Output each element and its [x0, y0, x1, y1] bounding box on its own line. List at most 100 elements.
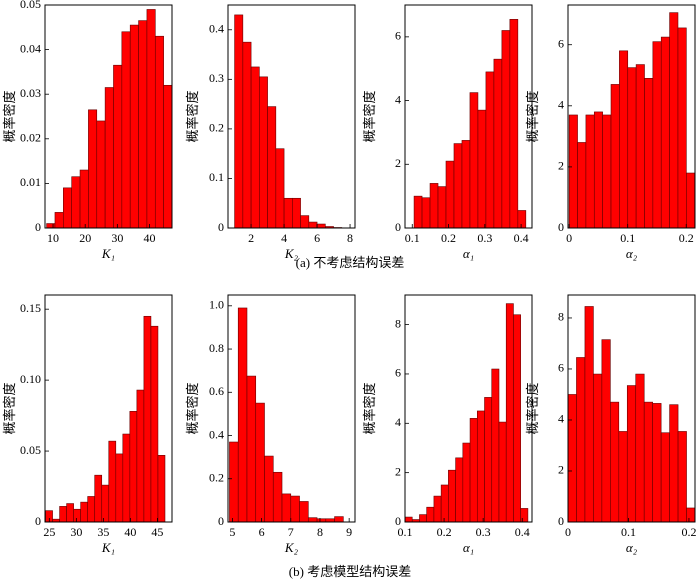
- y-axis-label: 概率密度: [525, 90, 540, 142]
- bar: [88, 109, 98, 229]
- bar: [505, 303, 514, 523]
- y-tick-label: 0.03: [20, 86, 41, 100]
- x-axis-label: K₂: [284, 540, 299, 555]
- y-tick-label: 2: [558, 463, 564, 477]
- bar: [453, 143, 463, 229]
- bar: [567, 394, 577, 523]
- bar: [433, 495, 442, 523]
- bar: [299, 501, 309, 523]
- bar: [440, 484, 449, 523]
- x-tick-label: 45: [151, 525, 163, 539]
- x-tick-label: 4: [281, 231, 287, 245]
- y-tick-label: 2: [558, 159, 564, 173]
- bar: [445, 160, 455, 229]
- y-tick-label: 4: [395, 415, 401, 429]
- bar: [619, 50, 629, 229]
- bar: [46, 223, 56, 229]
- plot-frame: [227, 4, 356, 229]
- bar: [568, 114, 578, 229]
- bar: [660, 36, 670, 229]
- plot-frame: [404, 4, 533, 229]
- bar: [122, 433, 131, 523]
- x-axis-label: α₂: [626, 246, 638, 261]
- x-tick-label: 5: [229, 525, 235, 539]
- bar: [577, 142, 587, 229]
- y-tick-label: 6: [558, 36, 564, 50]
- y-tick-label: 0.02: [20, 131, 41, 145]
- bar: [644, 78, 654, 229]
- y-tick-label: 0.2: [209, 121, 224, 135]
- bar: [307, 517, 318, 523]
- bar: [143, 315, 152, 523]
- x-tick-label: 7: [288, 525, 294, 539]
- bar: [54, 212, 64, 229]
- x-axis-label: α₁: [463, 540, 474, 555]
- x-tick-label: 0.1: [621, 525, 636, 539]
- x-tick-label: 0: [566, 231, 572, 245]
- x-tick-label: 0.3: [477, 231, 492, 245]
- y-tick-label: 0: [558, 220, 564, 234]
- y-tick-label: 2: [395, 156, 401, 170]
- bar: [157, 455, 166, 523]
- bar: [413, 195, 423, 229]
- y-tick-label: 0.4: [209, 22, 224, 36]
- y-axis-label: 概率密度: [525, 382, 540, 434]
- bar: [334, 516, 344, 523]
- plot-frame: [44, 4, 173, 229]
- x-tick-label: 0.1: [405, 231, 420, 245]
- y-tick-label: 0.01: [20, 175, 41, 189]
- bar: [593, 373, 603, 523]
- x-tick-label: 8: [317, 525, 323, 539]
- bar: [138, 20, 148, 229]
- bar: [59, 506, 67, 523]
- bar: [448, 469, 456, 523]
- bar: [602, 114, 612, 229]
- bar: [455, 457, 464, 523]
- bar: [115, 453, 124, 523]
- x-tick-label: 6: [259, 525, 265, 539]
- bar: [250, 66, 260, 229]
- x-tick-label: 0.2: [441, 231, 456, 245]
- bar: [469, 92, 479, 229]
- y-axis-label: 概率密度: [185, 90, 200, 142]
- x-axis-label: K₁: [101, 246, 115, 261]
- bar: [485, 71, 495, 229]
- y-tick-label: 8: [558, 310, 564, 324]
- bar: [87, 496, 96, 523]
- x-tick-label: 40: [124, 525, 136, 539]
- bar: [150, 325, 159, 523]
- bar: [404, 516, 413, 523]
- bar: [79, 169, 89, 229]
- bar: [66, 503, 74, 523]
- plot-frame: [567, 4, 696, 229]
- bar: [242, 41, 252, 229]
- x-tick-label: 0.4: [514, 231, 529, 245]
- y-axis-label: 概率密度: [362, 382, 377, 434]
- y-tick-label: 0.15: [20, 301, 41, 315]
- y-tick-label: 0.8: [209, 341, 224, 355]
- bar: [154, 35, 164, 229]
- plot-frame: [567, 294, 696, 523]
- bar: [264, 455, 274, 523]
- bar: [419, 514, 427, 523]
- bar: [601, 339, 611, 523]
- y-tick-label: 0: [35, 220, 41, 234]
- y-tick-label: 0: [395, 220, 401, 234]
- bar: [593, 111, 603, 229]
- x-tick-label: 40: [143, 231, 155, 245]
- y-tick-label: 0: [35, 514, 41, 528]
- bar: [576, 357, 586, 523]
- x-tick-label: 9: [346, 525, 352, 539]
- y-tick-label: 0: [395, 514, 401, 528]
- bar: [660, 432, 670, 523]
- bar: [71, 176, 81, 229]
- y-tick-label: 6: [558, 361, 564, 375]
- bar: [429, 183, 439, 229]
- y-tick-label: 0.05: [20, 443, 41, 457]
- bar: [272, 471, 283, 523]
- bar: [421, 197, 431, 229]
- x-tick-label: 25: [43, 525, 55, 539]
- y-axis-label: 概率密度: [362, 90, 377, 142]
- y-tick-label: 4: [558, 412, 564, 426]
- bar: [669, 404, 679, 523]
